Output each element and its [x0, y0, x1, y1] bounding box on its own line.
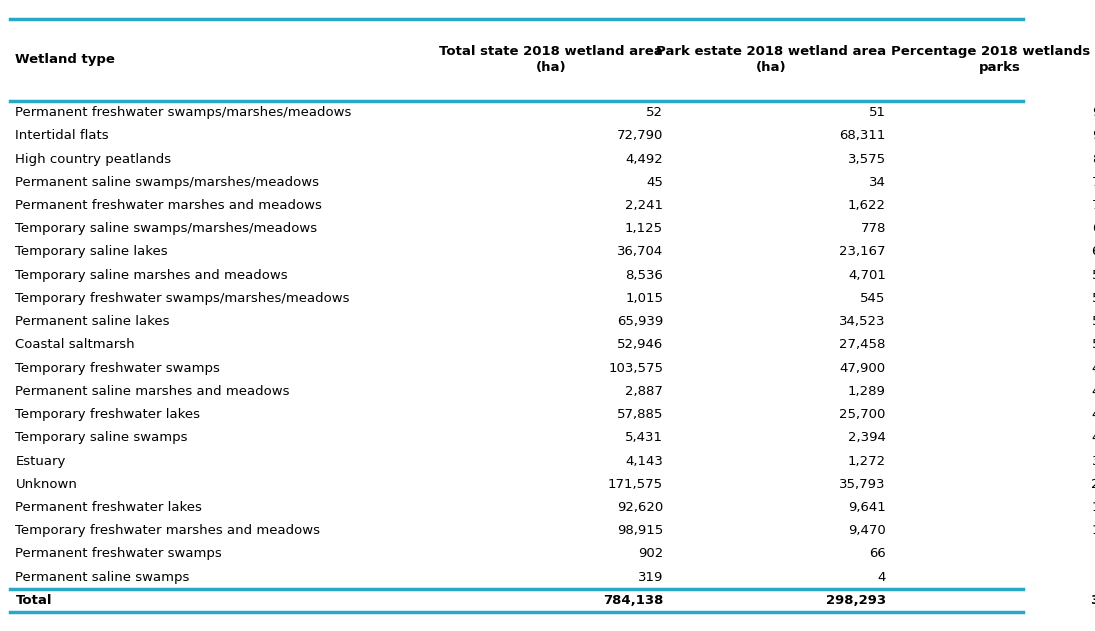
Text: Temporary saline swamps/marshes/meadows: Temporary saline swamps/marshes/meadows [15, 222, 318, 235]
Text: 94: 94 [1092, 129, 1095, 143]
Text: 23,167: 23,167 [839, 245, 886, 259]
Text: 52: 52 [646, 106, 664, 119]
Text: 65,939: 65,939 [616, 315, 664, 328]
Text: 2,887: 2,887 [625, 385, 664, 398]
Text: Wetland type: Wetland type [15, 54, 115, 66]
Text: 4,492: 4,492 [625, 153, 664, 165]
Text: 72: 72 [1092, 199, 1095, 212]
Text: 72,790: 72,790 [616, 129, 664, 143]
Text: 66: 66 [869, 548, 886, 560]
Text: 38: 38 [1090, 594, 1095, 607]
Text: 44: 44 [1092, 432, 1095, 444]
Text: 68,311: 68,311 [840, 129, 886, 143]
Text: 1,272: 1,272 [848, 454, 886, 468]
Text: 51: 51 [868, 106, 886, 119]
Text: 1,015: 1,015 [625, 292, 664, 305]
Text: Permanent saline lakes: Permanent saline lakes [15, 315, 170, 328]
Text: Estuary: Estuary [15, 454, 66, 468]
Text: 4,701: 4,701 [848, 269, 886, 281]
Text: 52,946: 52,946 [616, 338, 664, 351]
Text: Permanent saline marshes and meadows: Permanent saline marshes and meadows [15, 385, 290, 398]
Text: 45: 45 [646, 176, 664, 189]
Text: 784,138: 784,138 [602, 594, 664, 607]
Text: Permanent freshwater lakes: Permanent freshwater lakes [15, 501, 203, 514]
Text: 545: 545 [861, 292, 886, 305]
Text: Coastal saltmarsh: Coastal saltmarsh [15, 338, 135, 351]
Text: Temporary freshwater swamps/marshes/meadows: Temporary freshwater swamps/marshes/mead… [15, 292, 350, 305]
Text: Permanent saline swamps/marshes/meadows: Permanent saline swamps/marshes/meadows [15, 176, 320, 189]
Text: 80: 80 [1092, 153, 1095, 165]
Text: 92,620: 92,620 [616, 501, 664, 514]
Text: 69: 69 [1092, 222, 1095, 235]
Text: 44: 44 [1092, 408, 1095, 421]
Text: 103,575: 103,575 [608, 362, 664, 375]
Text: 27,458: 27,458 [840, 338, 886, 351]
Text: Permanent freshwater swamps: Permanent freshwater swamps [15, 548, 222, 560]
Text: 55: 55 [1092, 269, 1095, 281]
Text: Percentage 2018 wetlands in
parks: Percentage 2018 wetlands in parks [890, 45, 1095, 74]
Text: Temporary freshwater marshes and meadows: Temporary freshwater marshes and meadows [15, 524, 321, 537]
Text: 52: 52 [1092, 315, 1095, 328]
Text: Temporary freshwater swamps: Temporary freshwater swamps [15, 362, 220, 375]
Text: 98,915: 98,915 [616, 524, 664, 537]
Text: 31: 31 [1092, 454, 1095, 468]
Text: 4: 4 [877, 570, 886, 584]
Text: 34: 34 [869, 176, 886, 189]
Text: 10: 10 [1092, 524, 1095, 537]
Text: 63: 63 [1092, 245, 1095, 259]
Text: 75: 75 [1092, 176, 1095, 189]
Text: Park estate 2018 wetland area
(ha): Park estate 2018 wetland area (ha) [656, 45, 886, 74]
Text: 36,704: 36,704 [616, 245, 664, 259]
Text: Total: Total [15, 594, 51, 607]
Text: 4,143: 4,143 [625, 454, 664, 468]
Text: 34,523: 34,523 [839, 315, 886, 328]
Text: 35,793: 35,793 [839, 478, 886, 491]
Text: 171,575: 171,575 [608, 478, 664, 491]
Text: 2,394: 2,394 [848, 432, 886, 444]
Text: 902: 902 [638, 548, 664, 560]
Text: Temporary saline lakes: Temporary saline lakes [15, 245, 169, 259]
Text: 1,289: 1,289 [848, 385, 886, 398]
Text: 319: 319 [637, 570, 664, 584]
Text: Permanent saline swamps: Permanent saline swamps [15, 570, 189, 584]
Text: 2,241: 2,241 [625, 199, 664, 212]
Text: 298,293: 298,293 [826, 594, 886, 607]
Text: Unknown: Unknown [15, 478, 78, 491]
Text: 778: 778 [861, 222, 886, 235]
Text: 8,536: 8,536 [625, 269, 664, 281]
Text: Permanent freshwater swamps/marshes/meadows: Permanent freshwater swamps/marshes/mead… [15, 106, 351, 119]
Text: 3,575: 3,575 [848, 153, 886, 165]
Text: Total state 2018 wetland area
(ha): Total state 2018 wetland area (ha) [439, 45, 664, 74]
Text: 46: 46 [1092, 362, 1095, 375]
Text: 47,900: 47,900 [840, 362, 886, 375]
Text: Permanent freshwater marshes and meadows: Permanent freshwater marshes and meadows [15, 199, 322, 212]
Text: 10: 10 [1092, 501, 1095, 514]
Text: High country peatlands: High country peatlands [15, 153, 172, 165]
Text: 57,885: 57,885 [616, 408, 664, 421]
Text: Temporary freshwater lakes: Temporary freshwater lakes [15, 408, 200, 421]
Text: 1,622: 1,622 [848, 199, 886, 212]
Text: 45: 45 [1092, 385, 1095, 398]
Text: 54: 54 [1092, 292, 1095, 305]
Text: 9,470: 9,470 [848, 524, 886, 537]
Text: Intertidal flats: Intertidal flats [15, 129, 110, 143]
Text: 9,641: 9,641 [848, 501, 886, 514]
Text: 52: 52 [1092, 338, 1095, 351]
Text: 1,125: 1,125 [625, 222, 664, 235]
Text: Temporary saline marshes and meadows: Temporary saline marshes and meadows [15, 269, 288, 281]
Text: 5,431: 5,431 [625, 432, 664, 444]
Text: Temporary saline swamps: Temporary saline swamps [15, 432, 188, 444]
Text: 25,700: 25,700 [840, 408, 886, 421]
Text: 99: 99 [1092, 106, 1095, 119]
Text: 21: 21 [1092, 478, 1095, 491]
